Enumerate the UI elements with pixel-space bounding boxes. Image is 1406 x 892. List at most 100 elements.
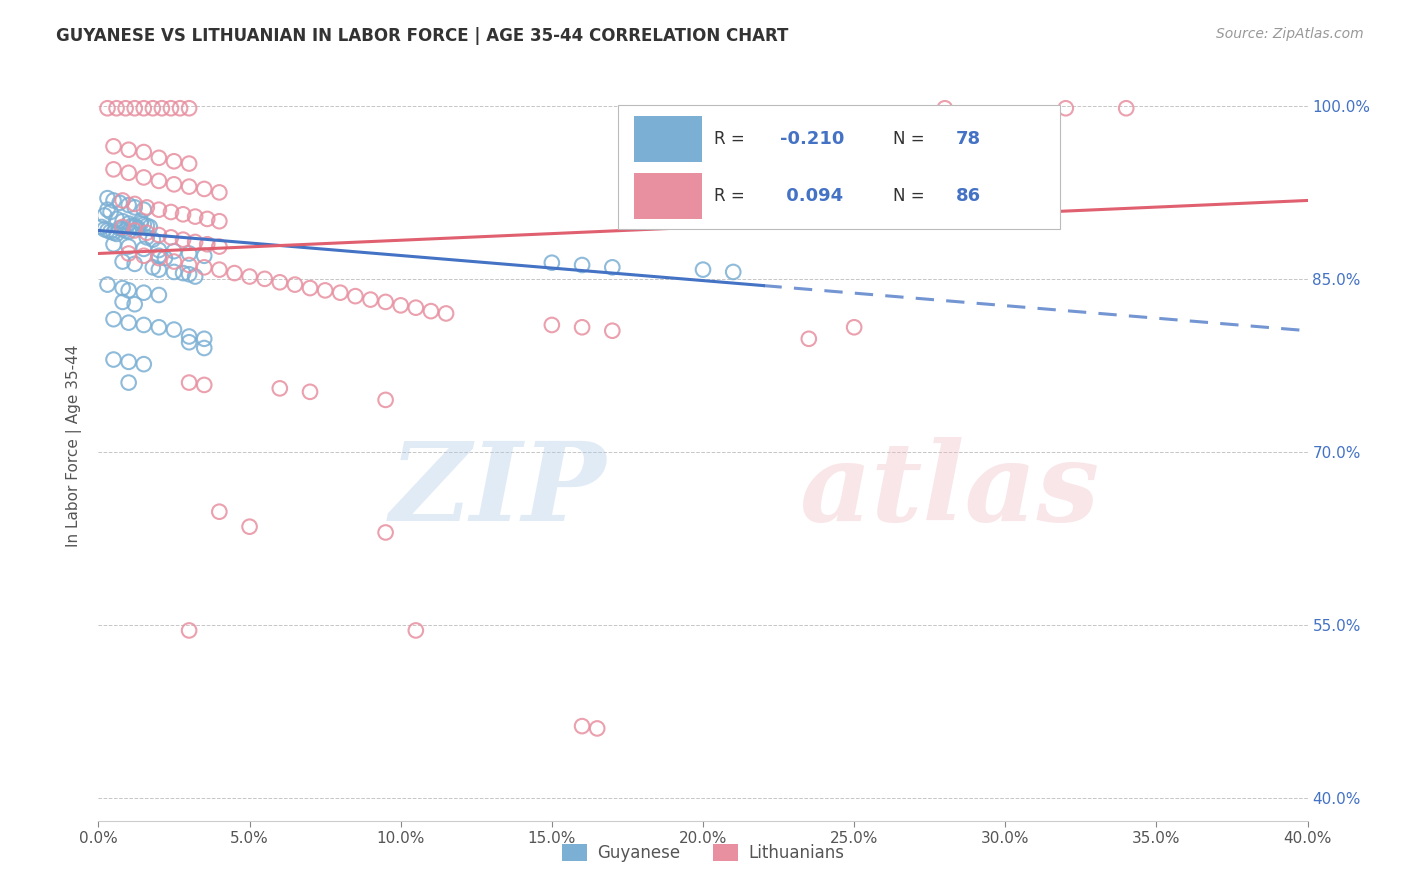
Point [172,233,194,247]
Point [129,217,152,231]
Point [124,257,146,271]
Point [269,275,291,289]
Point [111,219,134,234]
Text: atlas: atlas [800,437,1099,545]
Point [96,277,118,292]
Point [193,378,215,392]
Point [571,258,593,272]
Point [132,357,155,371]
Point [124,223,146,237]
Point [239,269,262,284]
Point [224,266,246,280]
Point [96,101,118,115]
Point [111,254,134,268]
Point [118,376,141,390]
Point [103,237,125,252]
Point [118,143,141,157]
Point [118,355,141,369]
Point [93,222,115,236]
Point [193,249,215,263]
Point [239,519,262,533]
Point [103,312,125,326]
Point [124,197,146,211]
Point [148,320,170,334]
Point [540,256,562,270]
Point [93,209,115,223]
Point [124,101,146,115]
Point [142,101,165,115]
Point [193,332,215,346]
Point [405,624,427,638]
Point [179,246,201,260]
Point [434,306,457,320]
Point [111,294,134,309]
Point [163,265,186,279]
Point [129,214,152,228]
Point [148,251,170,265]
Point [193,341,215,355]
Point [103,352,125,367]
Point [208,186,231,200]
Point [163,254,186,268]
Point [148,174,170,188]
Point [135,219,157,233]
Point [360,293,382,307]
Point [132,318,155,332]
Point [163,178,186,192]
Point [571,719,593,733]
Point [602,260,624,275]
Point [179,101,201,115]
Point [118,239,141,253]
FancyBboxPatch shape [619,105,1060,228]
Point [405,301,427,315]
Point [103,226,125,240]
Point [148,288,170,302]
Point [135,226,157,240]
Point [127,221,149,235]
Point [132,145,155,159]
Point [314,284,336,298]
Point [132,202,155,217]
Point [124,219,146,234]
Point [105,211,128,226]
Point [797,332,820,346]
Point [118,316,141,330]
Point [132,101,155,115]
Point [172,266,194,280]
Point [195,211,218,226]
Point [111,281,134,295]
Point [179,179,201,194]
Point [150,101,173,115]
Point [163,322,186,336]
Point [193,260,215,275]
Point [105,227,128,241]
Point [105,101,128,115]
Point [118,166,141,180]
Point [934,101,956,115]
Legend: Guyanese, Lithuanians: Guyanese, Lithuanians [555,837,851,869]
Point [111,222,134,236]
Point [148,151,170,165]
Point [208,505,231,519]
FancyBboxPatch shape [634,172,702,219]
Point [179,376,201,390]
Point [179,156,201,170]
Point [142,260,165,275]
Point [602,324,624,338]
Point [586,722,609,736]
Text: N =: N = [893,130,929,148]
Point [132,249,155,263]
Point [118,284,141,298]
Point [723,265,745,279]
Point [179,624,201,638]
Point [160,205,183,219]
Point [269,381,291,395]
Point [299,384,322,399]
Point [329,285,352,300]
Point [208,239,231,253]
Text: Source: ZipAtlas.com: Source: ZipAtlas.com [1216,27,1364,41]
FancyBboxPatch shape [634,116,702,162]
Point [132,170,155,185]
Point [96,223,118,237]
Point [142,233,165,247]
